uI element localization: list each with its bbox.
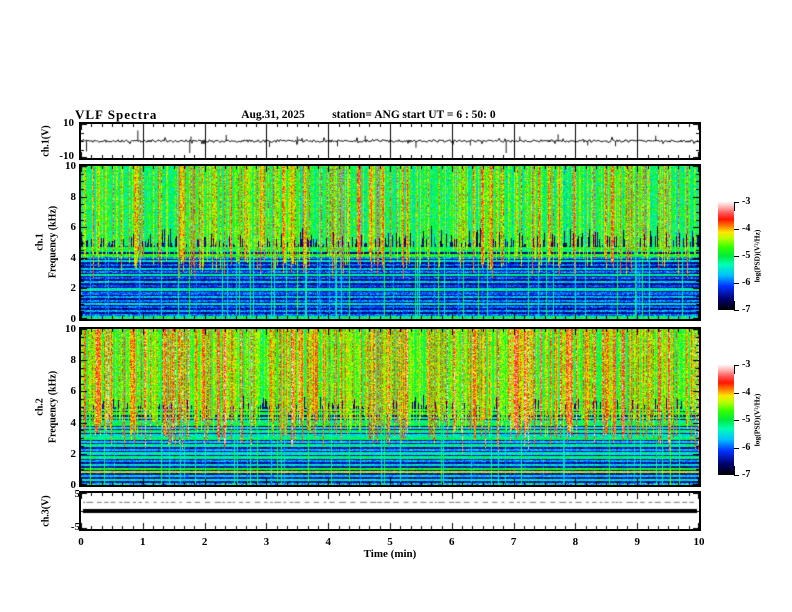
colorbar-tick — [734, 420, 739, 421]
colorbar-tick — [734, 202, 739, 203]
ch1-spec-y-tick-label: 8 — [70, 190, 77, 203]
colorbar-edge-stub — [734, 365, 735, 374]
colorbar-2-unit-label: log(PSD)(V²/Hz) — [752, 393, 762, 447]
colorbar-edge-stub — [734, 202, 735, 211]
ch1-spec-y-tick-label: 6 — [70, 221, 77, 234]
colorbar-tick — [734, 475, 739, 476]
ch2-spec-y-tick-label: 6 — [70, 385, 77, 398]
ch2-spec-channel-label: ch.2 — [34, 398, 46, 416]
colorbar-tick-label: -7 — [742, 469, 751, 480]
ch1-voltage-panel — [79, 122, 701, 160]
colorbar-tick-label: -3 — [742, 359, 751, 370]
ch2-spec-y-tick-label: 10 — [65, 323, 76, 335]
x-tick-label: 4 — [325, 536, 331, 548]
x-tick-label: 2 — [201, 536, 208, 548]
colorbar-tick-label: -6 — [742, 441, 751, 453]
ch3-voltage-ymin-label: -5 — [70, 521, 80, 533]
colorbar-tick — [734, 310, 739, 311]
colorbar-tick — [734, 283, 739, 284]
colorbar-tick — [734, 447, 739, 449]
ch1-spec-channel-label: ch.1 — [34, 233, 46, 251]
colorbar-edge-stub — [734, 301, 735, 310]
ch1-spectrogram-canvas — [81, 166, 699, 319]
start-ut-time: start UT = 6 : 50: 0 — [402, 109, 496, 121]
colorbar-tick-label: -7 — [742, 304, 751, 315]
colorbar-tick-label: -6 — [742, 277, 751, 288]
ch1-waveform-canvas — [81, 124, 699, 158]
colorbar-edge-stub — [734, 466, 735, 475]
ch3-voltage-panel — [79, 491, 701, 531]
colorbar-tick-label: -3 — [742, 196, 751, 207]
ch2-spec-y-tick-label: 4 — [70, 416, 77, 429]
x-tick-label: 1 — [140, 536, 146, 548]
ch1-spec-y-tick-label: 0 — [70, 313, 77, 325]
colorbar-1-gradient — [718, 202, 734, 310]
ch1-voltage-ymax-label: 10 — [63, 117, 74, 129]
colorbar-tick-label: -4 — [742, 223, 751, 234]
time-axis-label: Time (min) — [363, 548, 417, 560]
ch2-spec-frequency-label: Frequency (kHz) — [47, 370, 59, 444]
ch1-spec-frequency-label: Frequency (kHz) — [47, 205, 59, 279]
colorbar-tick-label: -4 — [742, 386, 751, 398]
ch2-spectrogram-panel — [79, 327, 701, 487]
figure-title: VLF Spectra — [75, 107, 158, 122]
ch1-spec-y-tick-label: 10 — [65, 160, 76, 172]
colorbar-1-unit-label: log(PSD)(V²/Hz) — [752, 229, 762, 283]
ch1-spec-y-tick-label: 2 — [70, 282, 77, 295]
ch1-spectrogram-panel — [79, 164, 701, 321]
ch2-spec-y-tick-label: 2 — [70, 447, 77, 460]
station-name: station= ANG — [332, 109, 400, 121]
x-tick-label: 9 — [634, 536, 640, 548]
x-tick-label: 7 — [510, 536, 517, 548]
colorbar-tick — [734, 365, 739, 366]
ch1-voltage-ylabel: ch.1(V) — [40, 125, 52, 157]
ch3-waveform-canvas — [81, 493, 699, 529]
colorbar-tick-label: -5 — [742, 414, 751, 425]
ch2-spec-y-tick-label: 8 — [70, 354, 77, 367]
ch3-voltage-ylabel: ch.3(V) — [40, 495, 52, 527]
x-tick-label: 0 — [78, 536, 84, 548]
colorbar-tick — [734, 392, 739, 394]
ch2-spectrogram-canvas — [81, 329, 699, 485]
x-tick-label: 3 — [263, 536, 270, 548]
x-tick-label: 5 — [387, 536, 393, 548]
colorbar-tick — [734, 256, 739, 257]
ch1-spec-y-tick-label: 4 — [70, 251, 77, 264]
ch2-spec-y-tick-label: 0 — [70, 479, 77, 491]
colorbar-2-gradient — [718, 365, 734, 475]
colorbar-tick-label: -5 — [742, 250, 751, 261]
observation-date: Aug.31, 2025 — [241, 109, 305, 121]
x-tick-label: 8 — [572, 536, 579, 548]
colorbar-tick — [734, 229, 739, 230]
x-tick-label: 10 — [693, 536, 705, 548]
x-tick-label: 6 — [449, 536, 455, 548]
ch3-voltage-ymax-label: 5 — [74, 488, 81, 500]
ch1-voltage-ymin-label: -10 — [59, 150, 74, 162]
